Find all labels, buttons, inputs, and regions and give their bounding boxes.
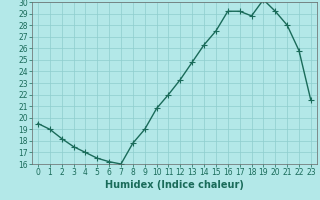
X-axis label: Humidex (Indice chaleur): Humidex (Indice chaleur) <box>105 180 244 190</box>
